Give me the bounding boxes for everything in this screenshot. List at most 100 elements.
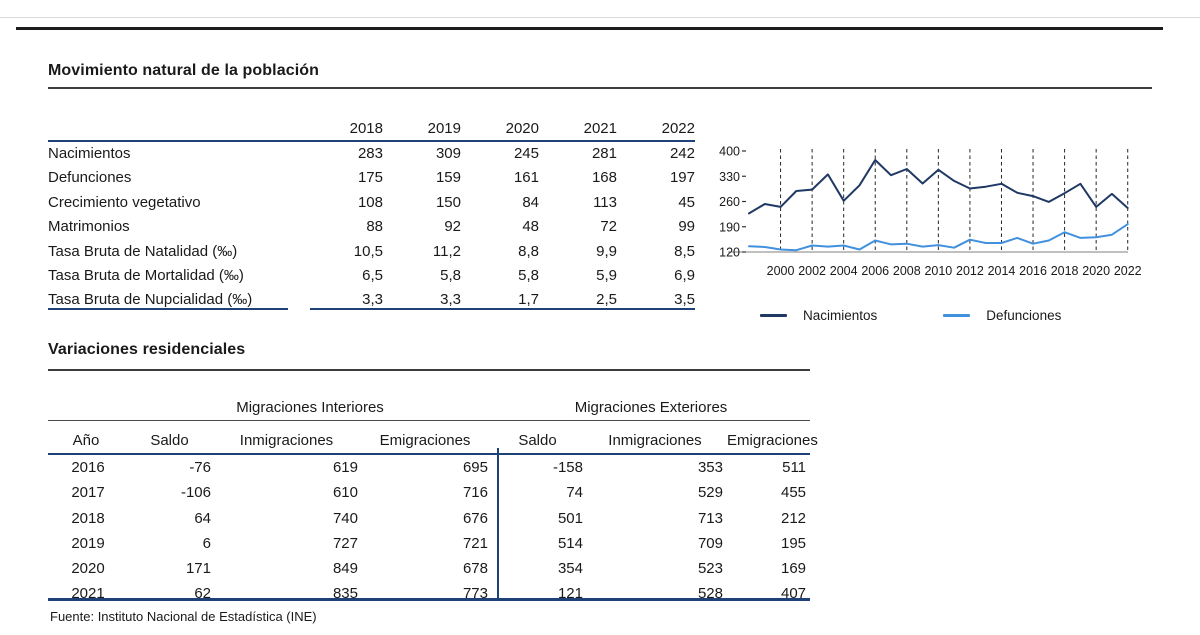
x-tick-label: 2022: [1114, 264, 1142, 278]
value-cell: 1,7: [518, 291, 539, 309]
value-cell: 195: [781, 534, 807, 552]
value-cell: -76: [189, 459, 211, 476]
value-cell: 212: [781, 509, 807, 527]
x-tick-label: 2002: [798, 264, 826, 278]
x-tick-label: 2018: [1051, 264, 1079, 278]
value-cell: 175: [357, 169, 383, 187]
column-header-cell: Saldo: [128, 420, 215, 455]
group-header-exteriores: Migraciones Exteriores: [492, 372, 811, 421]
value-cell: 407: [781, 585, 807, 603]
source-note: Fuente: Instituto Nacional de Estadístic…: [50, 609, 317, 624]
year-header-cell: 2020: [461, 111, 539, 142]
column-header-cell: Saldo: [492, 420, 587, 455]
value-cell: -158: [552, 459, 583, 476]
year-cell: 2017: [71, 484, 105, 502]
value-cell: 721: [462, 534, 488, 552]
value-cell: 8,5: [674, 242, 695, 260]
value-cell: 159: [435, 169, 461, 187]
value-cell: 5,9: [596, 267, 617, 285]
document-top-rule: [16, 27, 1163, 30]
x-tick-label: 2008: [893, 264, 921, 278]
value-cell: 48: [522, 218, 539, 236]
value-cell: 62: [194, 585, 211, 603]
table-row: 2017 -106 610 716 74 529 455: [48, 480, 810, 505]
value-cell: 283: [357, 145, 383, 162]
table-row: Tasa Bruta de Nupcialidad (‰) 3,3 3,3 1,7 2,…: [48, 288, 695, 312]
value-cell: 8,8: [518, 242, 539, 260]
year-header-cell: 2022: [617, 111, 695, 142]
year-header-cell: 2019: [383, 111, 461, 142]
value-cell: 528: [697, 585, 723, 603]
x-tick-label: 2010: [924, 264, 952, 278]
value-cell: 45: [678, 193, 695, 211]
empty-corner-cell: [48, 111, 305, 142]
y-tick-label: 120: [719, 246, 740, 260]
column-header-cell: Inmigraciones: [215, 420, 362, 455]
value-cell: 197: [669, 169, 695, 187]
year-cell: 2019: [71, 534, 105, 552]
x-tick-label: 2020: [1082, 264, 1110, 278]
table-row: 2018 64 740 676 501 713 212: [48, 506, 810, 531]
value-cell: 678: [462, 560, 488, 578]
section2-underline: [48, 369, 810, 371]
value-cell: 773: [462, 585, 488, 603]
value-cell: 353: [697, 459, 723, 476]
value-cell: 113: [593, 193, 617, 211]
year-cell: 2016: [71, 459, 105, 476]
table-row: Nacimientos 283 309 245 281 242: [48, 141, 695, 166]
table-row: Tasa Bruta de Mortalidad (‰) 6,5 5,8 5,8 5,9…: [48, 264, 695, 288]
y-tick-label: 400: [719, 145, 740, 159]
table-row: Matrimonios 88 92 48 72 99: [48, 215, 695, 239]
value-cell: 727: [332, 534, 358, 552]
year-cell: 2021: [71, 585, 105, 603]
table-row: Tasa Bruta de Natalidad (‰) 10,5 11,2 8,8 9,…: [48, 240, 695, 264]
section-title-movimiento-natural: Movimiento natural de la población: [48, 62, 319, 79]
value-cell: 242: [669, 145, 695, 162]
row-label-cell: Crecimiento vegetativo: [48, 193, 201, 211]
row-label-cell: Defunciones: [48, 169, 132, 187]
value-cell: 171: [185, 560, 211, 578]
natural-movement-table-header: 2018 2019 2020 2021 2022: [48, 111, 695, 142]
table-row: 2019 6 727 721 514 709 195: [48, 531, 810, 556]
y-tick-label: 260: [719, 195, 740, 209]
column-header-cell: Año: [48, 420, 128, 455]
value-cell: 99: [678, 218, 695, 236]
value-cell: 74: [566, 484, 583, 502]
y-tick-label: 190: [719, 220, 740, 234]
residential-variations-bottom-border: [48, 598, 810, 601]
row-label-cell: Tasa Bruta de Natalidad (‰): [48, 242, 238, 260]
value-cell: 6: [202, 534, 211, 552]
value-cell: 740: [332, 509, 358, 527]
value-cell: 3,5: [674, 291, 695, 309]
value-cell: 10,5: [353, 242, 383, 260]
section1-underline: [48, 87, 1152, 89]
value-cell: 309: [435, 145, 461, 162]
column-header-cell: Emigraciones: [727, 420, 818, 455]
value-cell: 108: [357, 193, 383, 211]
y-tick-label: 330: [719, 170, 740, 184]
residential-variations-table: Migraciones Interiores Migraciones Exter…: [48, 372, 818, 607]
column-header-cell: Emigraciones: [362, 420, 492, 455]
value-cell: 72: [600, 218, 617, 236]
top-hairline: [0, 17, 1200, 18]
legend-label: Defunciones: [986, 308, 1062, 323]
value-cell: 121: [557, 585, 583, 603]
table-vertical-separator: [497, 448, 499, 598]
value-cell: 529: [697, 484, 723, 502]
row-label-cell: Tasa Bruta de Nupcialidad (‰): [48, 291, 253, 309]
value-cell: 716: [462, 484, 488, 502]
year-cell: 2018: [71, 509, 105, 527]
legend-item-defunciones: Defunciones: [943, 308, 1061, 323]
value-cell: 150: [435, 193, 461, 211]
value-cell: 88: [366, 218, 383, 236]
x-tick-label: 2006: [861, 264, 889, 278]
year-cell: 2020: [71, 560, 105, 578]
x-tick-label: 2012: [956, 264, 984, 278]
group-header-row: Migraciones Interiores Migraciones Exter…: [48, 372, 811, 421]
value-cell: 676: [462, 509, 488, 527]
value-cell: 2,5: [596, 291, 617, 309]
series-line-defunciones: [748, 223, 1129, 252]
table-row: Defunciones 175 159 161 168 197: [48, 166, 695, 190]
row-label-cell: Nacimientos: [48, 145, 131, 162]
